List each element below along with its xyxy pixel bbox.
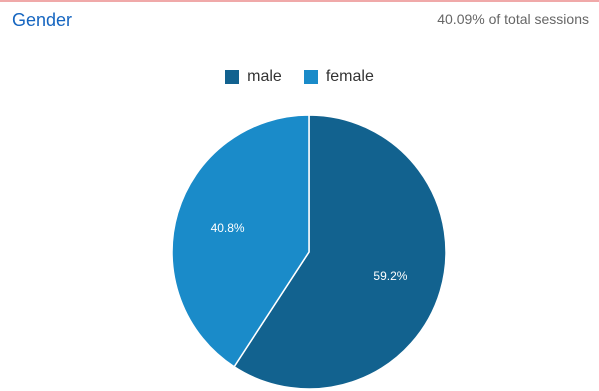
chart-legend: male female: [0, 68, 599, 86]
legend-item-male[interactable]: male: [225, 68, 282, 86]
legend-swatch-female: [303, 70, 318, 84]
slice-label-female: 40.8%: [211, 221, 245, 235]
legend-label-female: female: [325, 68, 374, 85]
legend-label-male: male: [247, 68, 282, 85]
chart-title: Gender: [12, 10, 73, 30]
legend-item-female[interactable]: female: [303, 68, 374, 86]
legend-swatch-male: [225, 70, 240, 84]
pie-slice-female[interactable]: [171, 114, 310, 368]
slice-label-male: 59.2%: [373, 269, 407, 283]
total-sessions-share: 40.09% of total sessions: [437, 11, 589, 27]
